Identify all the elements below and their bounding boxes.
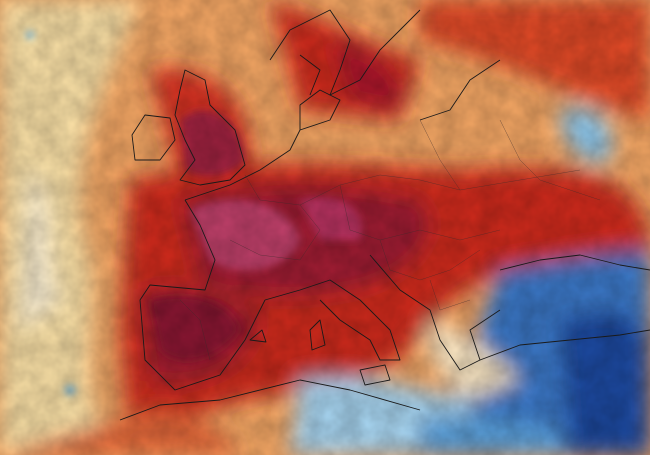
coastlines bbox=[119, 9, 650, 421]
borders bbox=[179, 119, 601, 361]
